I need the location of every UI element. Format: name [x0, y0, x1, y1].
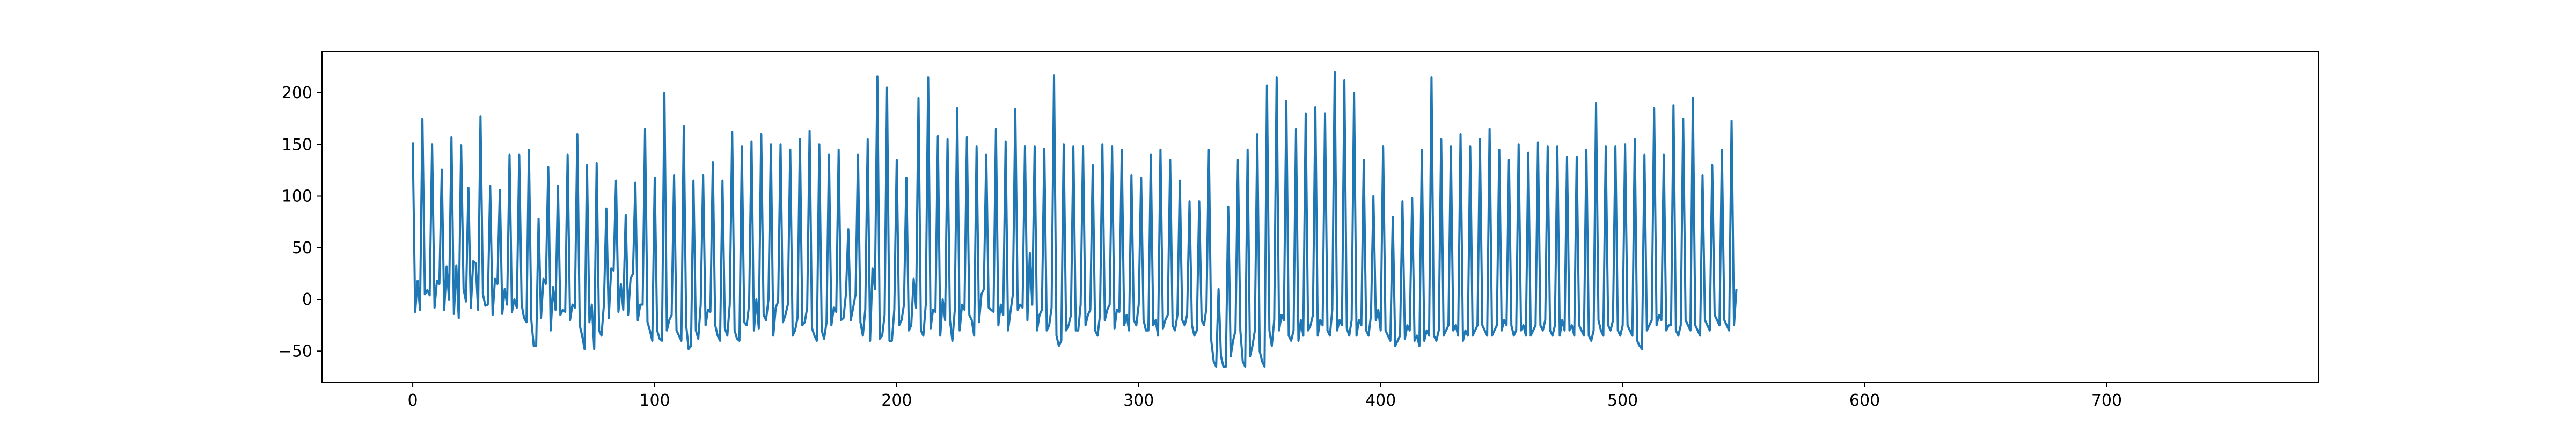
plot-area	[322, 52, 2318, 382]
plot-frame	[321, 51, 2319, 383]
series-line	[412, 71, 1738, 368]
y-tick-label: 200	[282, 84, 312, 102]
y-tick-label: 50	[292, 239, 312, 258]
x-tick-label: 400	[1365, 391, 1396, 410]
x-axis: 0 100 200 300 400 500 600 700	[408, 382, 2122, 410]
y-tick-label: 0	[302, 290, 312, 309]
x-tick-label: 0	[408, 391, 418, 410]
y-axis: −50 0 50 100 150 200	[279, 84, 322, 361]
x-tick-label: 500	[1607, 391, 1638, 410]
x-tick-label: 600	[1849, 391, 1880, 410]
x-tick-label: 100	[639, 391, 670, 410]
x-tick-label: 300	[1123, 391, 1154, 410]
series-layer	[412, 71, 1738, 368]
x-tick-label: 200	[881, 391, 912, 410]
y-tick-label: 150	[282, 135, 312, 154]
x-tick-label: 700	[2091, 391, 2122, 410]
y-tick-label: −50	[279, 342, 312, 361]
y-tick-label: 100	[282, 187, 312, 206]
